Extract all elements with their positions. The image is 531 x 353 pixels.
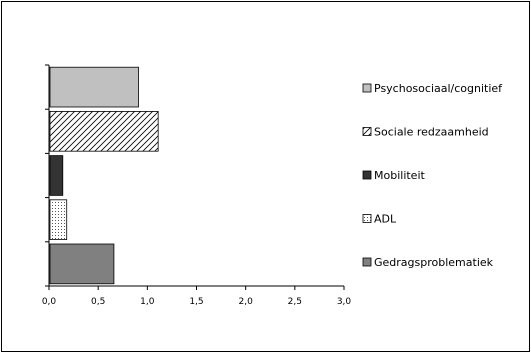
x-tick-label: 2,5 [288,297,302,307]
x-tick-label: 0,0 [42,297,57,307]
legend-label: Gedragsproblematiek [374,256,494,269]
legend-label: ADL [374,213,397,226]
x-tick-label: 0,5 [91,297,105,307]
legend-swatch [362,214,372,223]
x-tick-label: 1,5 [189,297,203,307]
legend-swatch [362,83,372,93]
legend-label: Mobiliteit [374,169,426,182]
legend-swatch [362,170,372,180]
legend-entry: Sociale redzaamheid [362,126,489,139]
x-tick-label: 1,0 [140,297,155,307]
bar [49,111,159,152]
legend-label: Psychosociaal/cognitief [374,82,503,95]
legend-entry: ADL [362,213,397,226]
bar [49,199,68,240]
x-tick-label: 2,0 [239,297,254,307]
legend-entry: Psychosociaal/cognitief [362,82,503,95]
legend-entry: Mobiliteit [362,169,426,182]
legend-entry: Gedragsproblematiek [362,256,494,269]
bar [49,155,64,196]
legend-label: Sociale redzaamheid [374,126,489,139]
bar [49,243,115,285]
legend-swatch [362,257,372,267]
bar [49,66,139,108]
legend-swatch [362,127,372,136]
x-tick-label: 3,0 [337,297,352,307]
